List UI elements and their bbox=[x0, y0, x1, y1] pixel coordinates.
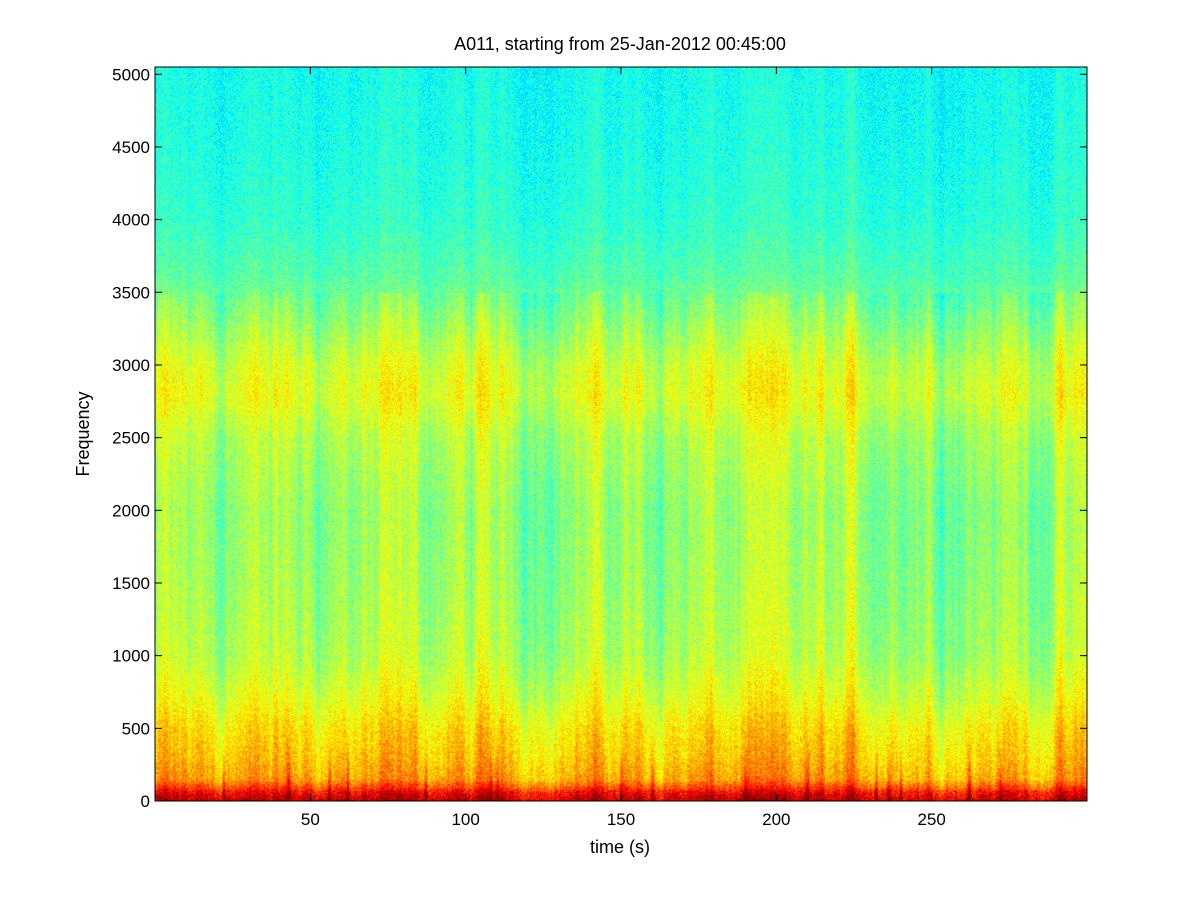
y-axis-label: Frequency bbox=[73, 391, 93, 476]
chart-title: A011, starting from 25-Jan-2012 00:45:00 bbox=[454, 34, 786, 54]
plot-area bbox=[155, 67, 1087, 801]
x-tick-label: 200 bbox=[762, 810, 790, 829]
y-tick-label: 1000 bbox=[112, 647, 150, 666]
y-tick-label: 4000 bbox=[112, 211, 150, 230]
x-axis-label: time (s) bbox=[590, 837, 650, 857]
x-axis: 50 100 150 200 250 bbox=[301, 67, 946, 829]
y-tick-label: 500 bbox=[122, 719, 150, 738]
x-tick-label: 150 bbox=[607, 810, 635, 829]
x-tick-label: 100 bbox=[451, 810, 479, 829]
y-tick-label: 3500 bbox=[112, 283, 150, 302]
y-tick-label: 1500 bbox=[112, 574, 150, 593]
y-tick-label: 2500 bbox=[112, 429, 150, 448]
x-tick-label: 50 bbox=[301, 810, 320, 829]
y-tick-label: 3000 bbox=[112, 356, 150, 375]
x-tick-label: 250 bbox=[917, 810, 945, 829]
y-axis: 0 500 1000 1500 2000 2500 3000 3500 4000 4500 5000 bbox=[112, 65, 1087, 811]
y-tick-label: 2000 bbox=[112, 501, 150, 520]
spectrogram-image bbox=[155, 67, 1087, 801]
y-tick-label: 5000 bbox=[112, 65, 150, 84]
y-tick-label: 0 bbox=[141, 792, 150, 811]
y-tick-label: 4500 bbox=[112, 138, 150, 157]
